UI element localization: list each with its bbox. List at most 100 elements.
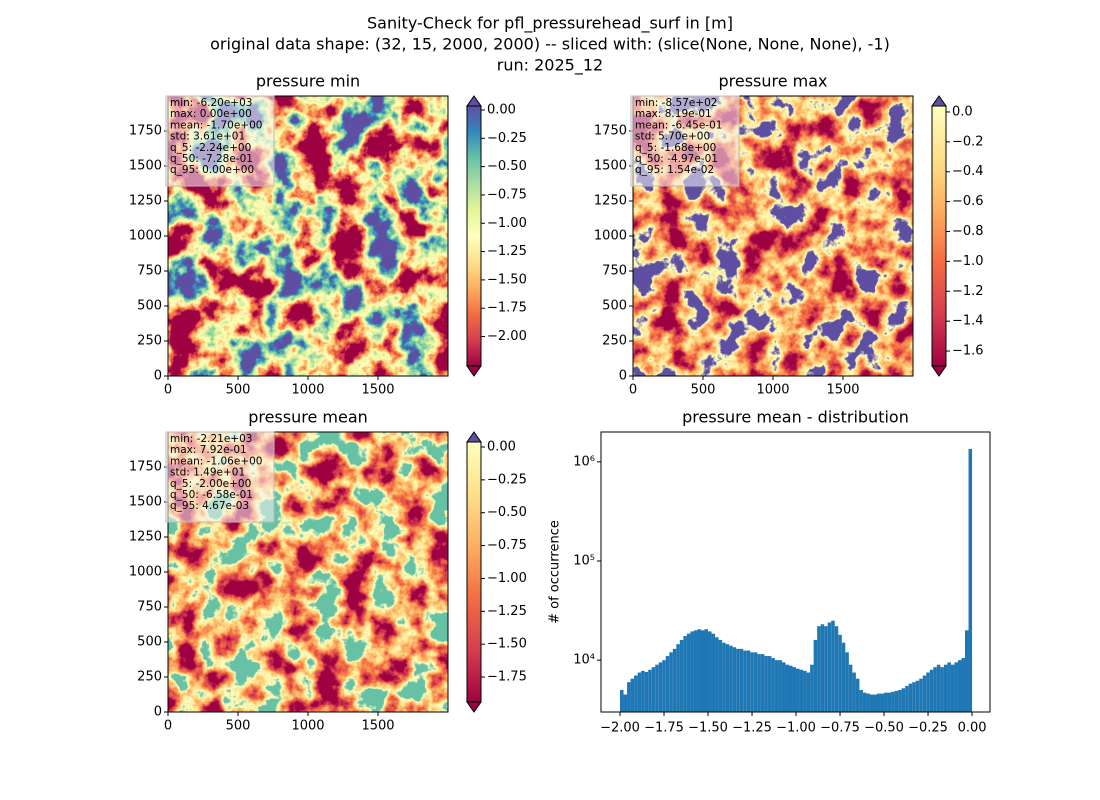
histogram-bar bbox=[957, 660, 962, 712]
histogram-bar bbox=[753, 652, 758, 712]
histogram-bar bbox=[686, 633, 691, 712]
histogram-bar bbox=[655, 664, 659, 712]
stats-text: q_50: -6.58e-01 bbox=[170, 489, 253, 501]
histogram-bar bbox=[630, 678, 635, 712]
colorbar-extend-max bbox=[466, 95, 482, 107]
y-tick-label: 1500 bbox=[594, 159, 627, 174]
stats-text: std: 1.49e+01 bbox=[170, 467, 245, 479]
histogram-bar bbox=[855, 678, 860, 712]
y-tick-label: 750 bbox=[137, 264, 162, 279]
y-tick-label: 500 bbox=[137, 635, 162, 650]
histogram-bar bbox=[884, 692, 888, 712]
stats-text: min: -2.21e+03 bbox=[170, 433, 252, 445]
histogram-bar bbox=[750, 652, 754, 712]
histogram-bar bbox=[785, 664, 789, 712]
histogram-bar bbox=[922, 675, 927, 712]
histogram-bar bbox=[641, 670, 645, 712]
histogram-bar bbox=[725, 644, 730, 712]
histogram-bar bbox=[715, 637, 719, 712]
histogram-bar bbox=[757, 654, 761, 712]
histogram-bar bbox=[852, 672, 856, 712]
y-tick-label: 1250 bbox=[129, 530, 162, 545]
histogram-bar bbox=[817, 626, 821, 712]
histogram-bar bbox=[771, 658, 775, 712]
colorbar-tick-label: −0.25 bbox=[487, 472, 527, 487]
histogram-bar bbox=[901, 688, 906, 712]
colorbar-tick-label: −1.25 bbox=[487, 244, 527, 259]
histogram-bar bbox=[898, 690, 902, 712]
stats-text: mean: -6.45e-01 bbox=[635, 119, 722, 131]
histogram-bar bbox=[820, 624, 825, 712]
stats-text: q_95: 4.67e-03 bbox=[170, 500, 249, 512]
colorbar-tick-label: −2.00 bbox=[487, 329, 527, 344]
histogram-bar bbox=[662, 660, 666, 712]
histogram-bar bbox=[954, 662, 958, 712]
y-tick-label: 1250 bbox=[129, 194, 162, 209]
stats-text: mean: -1.70e+00 bbox=[170, 119, 262, 131]
colorbar-tick-label: −1.4 bbox=[952, 314, 984, 329]
histogram-bar bbox=[764, 656, 768, 712]
histogram-bar bbox=[869, 694, 874, 712]
colorbar-extend-min bbox=[466, 365, 482, 377]
colorbar-tick-label: 0.00 bbox=[487, 439, 516, 454]
x-tick-label: 1500 bbox=[361, 719, 394, 734]
histogram-bar bbox=[736, 648, 740, 712]
panel-title: pressure mean - distribution bbox=[682, 408, 909, 427]
stats-text: q_5: -1.68e+00 bbox=[635, 142, 716, 154]
histogram-bar bbox=[651, 667, 656, 712]
y-tick-label: 1500 bbox=[129, 159, 162, 174]
colorbar-extend-max bbox=[466, 431, 482, 443]
histogram-bar bbox=[880, 693, 885, 712]
stats-text: q_5: -2.00e+00 bbox=[170, 478, 251, 490]
histogram-bar bbox=[838, 634, 842, 712]
x-tick-label: 0 bbox=[164, 719, 172, 734]
colorbar-tick-label: −0.50 bbox=[487, 159, 527, 174]
histogram-bar bbox=[788, 665, 793, 712]
panel-title: pressure min bbox=[256, 72, 360, 91]
x-tick-label: −1.50 bbox=[688, 721, 728, 736]
x-tick-label: 500 bbox=[226, 383, 251, 398]
colorbar bbox=[931, 105, 947, 367]
stats-text: q_95: 0.00e+00 bbox=[170, 164, 254, 176]
colorbar-tick-label: −0.8 bbox=[952, 224, 984, 239]
stats-box bbox=[165, 95, 275, 187]
histogram-bar bbox=[669, 652, 673, 712]
y-tick-label: 0 bbox=[154, 369, 162, 384]
y-tick-label: 1000 bbox=[594, 229, 627, 244]
histogram-bar bbox=[862, 692, 867, 712]
x-tick-label: 1000 bbox=[291, 383, 324, 398]
suptitle: original data shape: (32, 15, 2000, 2000… bbox=[210, 35, 890, 54]
colorbar-extend-min bbox=[466, 701, 482, 713]
histogram-bar bbox=[943, 664, 948, 712]
colorbar-tick-label: −0.75 bbox=[487, 538, 527, 553]
histogram-bar bbox=[894, 690, 899, 712]
histogram-bar bbox=[627, 682, 631, 712]
x-tick-label: −0.75 bbox=[820, 721, 860, 736]
histogram-bar bbox=[718, 639, 723, 712]
histogram-bar bbox=[908, 683, 913, 712]
colorbar-tick-label: −1.2 bbox=[952, 284, 984, 299]
histogram-bar bbox=[792, 667, 797, 712]
histogram-bar bbox=[926, 672, 930, 712]
colorbar-tick-label: 0.0 bbox=[952, 104, 973, 119]
histogram-bar bbox=[961, 658, 966, 712]
histogram-bar bbox=[796, 668, 800, 712]
histogram-bar bbox=[732, 647, 737, 712]
stats-text: q_95: 1.54e-02 bbox=[635, 164, 714, 176]
histogram-bar bbox=[700, 630, 705, 712]
histogram-bar bbox=[746, 650, 751, 712]
x-tick-label: 0 bbox=[164, 383, 172, 398]
y-tick-label: 500 bbox=[137, 299, 162, 314]
histogram-bar bbox=[831, 620, 835, 712]
histogram-bar bbox=[623, 694, 628, 712]
colorbar-extend-max bbox=[931, 95, 947, 107]
colorbar-tick-label: −0.75 bbox=[487, 187, 527, 202]
y-tick-label: 0 bbox=[154, 705, 162, 720]
x-tick-label: −0.50 bbox=[864, 721, 904, 736]
colorbar-tick-label: −1.0 bbox=[952, 254, 984, 269]
colorbar bbox=[466, 441, 482, 703]
stats-text: max: 8.19e-01 bbox=[635, 108, 712, 120]
y-tick-label: 250 bbox=[602, 334, 627, 349]
histogram-bar bbox=[683, 636, 687, 712]
